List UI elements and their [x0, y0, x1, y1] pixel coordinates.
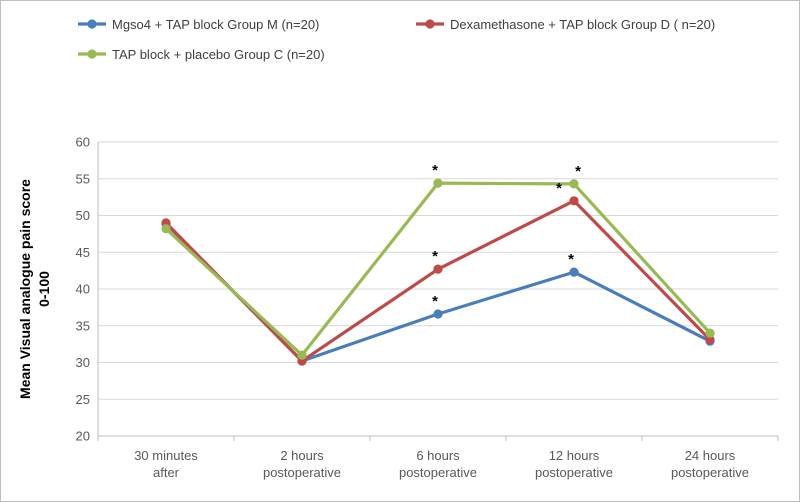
- x-tick-label-line: 30 minutes: [134, 448, 198, 463]
- data-point-s2-0: [161, 224, 171, 234]
- x-tick-label-2: 6 hours postoperative: [399, 448, 477, 480]
- x-tick-label-line: 2 hours: [280, 448, 324, 463]
- x-tick-label-line: postoperative: [535, 465, 613, 480]
- significance-star-s0-2: *: [432, 293, 438, 310]
- y-axis-label: Mean Visual analogue pain score 0-100: [17, 179, 52, 399]
- significance-star-s1-3: *: [556, 180, 562, 197]
- legend-marker-2: [87, 49, 97, 59]
- y-tick-label-45: 45: [76, 245, 90, 260]
- series-line-1: [164, 199, 712, 363]
- y-tick-label-30: 30: [76, 355, 90, 370]
- data-point-s2-4: [705, 328, 715, 338]
- y-tick-label-25: 25: [76, 392, 90, 407]
- x-tick-label-0: 30 minutes after: [134, 448, 198, 480]
- legend-label-2: TAP block + placebo Group C (n=20): [112, 47, 325, 62]
- x-tick-label-1: 2 hours postoperative: [263, 448, 341, 480]
- x-tick-label-line: postoperative: [263, 465, 341, 480]
- legend-marker-1: [425, 19, 435, 29]
- legend-marker-0: [87, 19, 97, 29]
- y-axis-label-line: Mean Visual analogue pain score: [17, 179, 33, 399]
- x-tick-label-line: postoperative: [399, 465, 477, 480]
- x-tick-label-line: 24 hours: [685, 448, 736, 463]
- x-tick-label-line: after: [153, 465, 180, 480]
- significance-star-s2-2: *: [432, 162, 438, 179]
- significance-star-s0-3: *: [568, 251, 574, 268]
- data-point-s1-3: [569, 196, 579, 206]
- x-tick-label-line: 6 hours: [416, 448, 460, 463]
- x-tick-label-3: 12 hours postoperative: [535, 448, 613, 480]
- legend-label-1: Dexamethasone + TAP block Group D ( n=20…: [450, 17, 715, 32]
- data-point-s2-1: [297, 350, 307, 360]
- data-point-s0-3: [569, 267, 579, 277]
- x-tick-label-4: 24 hours postoperative: [671, 448, 749, 480]
- y-tick-label-20: 20: [76, 429, 90, 444]
- data-point-s1-2: [433, 264, 443, 274]
- x-tick-label-line: postoperative: [671, 465, 749, 480]
- data-point-s1-4: [705, 335, 715, 345]
- y-axis-label-line: 0-100: [36, 271, 52, 307]
- legend-label-0: Mgso4 + TAP block Group M (n=20): [112, 17, 319, 32]
- y-tick-label-35: 35: [76, 318, 90, 333]
- y-tick-label-60: 60: [76, 135, 90, 150]
- data-point-s2-3: [569, 179, 579, 189]
- data-point-s2-2: [433, 178, 443, 188]
- y-tick-label-40: 40: [76, 282, 90, 297]
- y-tick-label-50: 50: [76, 208, 90, 223]
- y-tick-label-55: 55: [76, 171, 90, 186]
- x-tick-label-line: 12 hours: [549, 448, 600, 463]
- significance-star-s2-3: *: [575, 163, 581, 180]
- significance-star-s1-2: *: [432, 248, 438, 265]
- data-point-s0-2: [433, 309, 443, 319]
